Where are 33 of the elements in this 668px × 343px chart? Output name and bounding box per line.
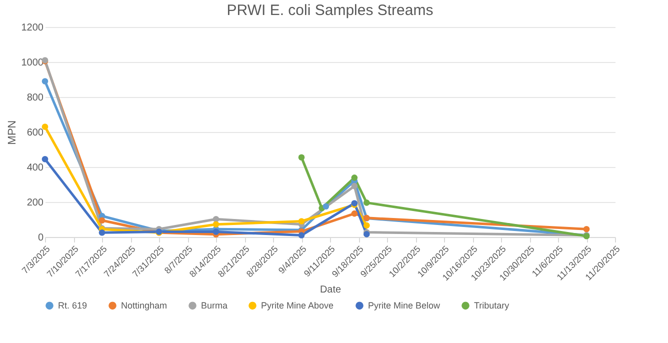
x-axis-title: Date xyxy=(320,284,342,296)
legend-label: Pyrite Mine Above xyxy=(261,300,334,311)
point xyxy=(98,217,106,224)
point xyxy=(42,78,48,84)
point xyxy=(212,216,220,222)
y-tick-label: 800 xyxy=(26,92,44,104)
point xyxy=(42,124,48,130)
point xyxy=(351,210,358,217)
point xyxy=(298,154,305,161)
y-tick-label: 0 xyxy=(38,232,44,244)
point xyxy=(298,232,305,238)
point xyxy=(363,222,370,229)
point xyxy=(42,156,48,162)
y-tick-label: 400 xyxy=(26,162,44,174)
point xyxy=(363,200,370,206)
y-tick-label: 600 xyxy=(26,128,44,138)
legend-label: Burma xyxy=(201,300,228,311)
y-axis-title: MPN xyxy=(6,120,18,145)
point xyxy=(212,221,220,228)
point xyxy=(298,218,305,224)
point xyxy=(212,228,220,235)
chart-title: PRWI E. coli Samples Streams xyxy=(226,2,434,19)
legend-label: Tributary xyxy=(474,300,510,311)
point xyxy=(351,174,358,181)
point xyxy=(583,226,590,232)
y-tick-label: 200 xyxy=(26,198,44,208)
y-tick-label: 1200 xyxy=(21,22,44,34)
point xyxy=(322,203,330,210)
point xyxy=(98,229,106,236)
point xyxy=(351,182,358,190)
legend-label: Nottingham xyxy=(121,300,168,311)
legend-label: Rt. 619 xyxy=(58,300,88,311)
legend-label: Pyrite Mine Below xyxy=(368,300,441,311)
